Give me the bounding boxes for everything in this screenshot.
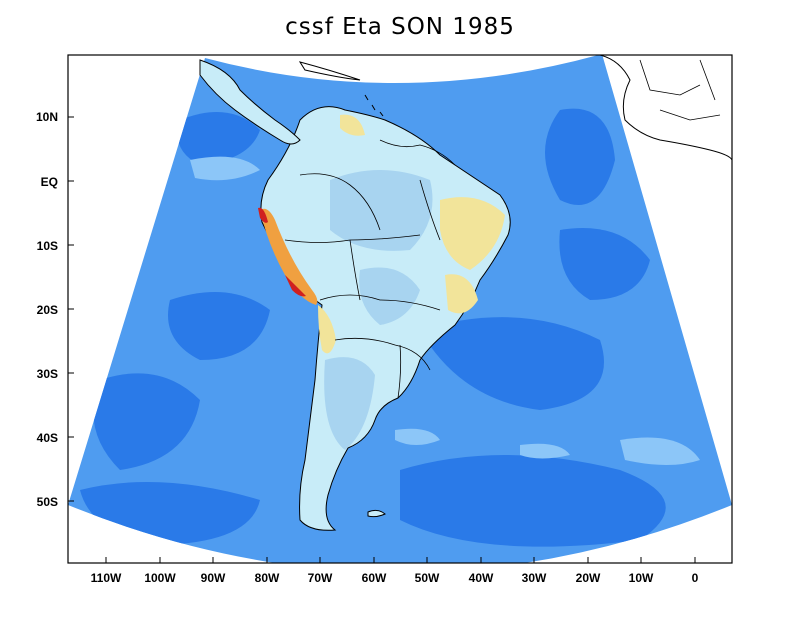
ocean-light-patch: [620, 437, 700, 465]
ocean-dark-patch: [177, 112, 260, 165]
ocean-light-patch: [520, 443, 570, 459]
lon-tick-label: 30W: [522, 571, 547, 585]
ocean-dark-patch: [400, 455, 666, 547]
northeast-brazil-high: [440, 197, 505, 270]
lon-tick-label: 90W: [201, 571, 226, 585]
interior-region: [359, 267, 420, 325]
lat-tick-label: 10S: [37, 239, 58, 253]
chile-coast-high: [318, 305, 336, 354]
peru-coast-high: [260, 208, 318, 305]
africa-borders: [639, 59, 721, 121]
ocean-dark-patch: [420, 317, 604, 410]
lat-tick-label: 10N: [36, 110, 58, 124]
central-america: [199, 59, 384, 145]
central-america-land: [199, 59, 301, 145]
south-cone-region: [324, 357, 375, 450]
ocean-dark-patch: [93, 373, 200, 470]
lat-tick-label: 30S: [37, 367, 58, 381]
lat-tick-label: 40S: [37, 431, 58, 445]
lat-tick-label: 20S: [37, 303, 58, 317]
peru-coast-max: [258, 207, 268, 223]
lon-tick-label: 70W: [308, 571, 333, 585]
lon-tick-label: 40W: [469, 571, 494, 585]
lon-tick-label: 80W: [255, 571, 280, 585]
lon-tick-label: 10W: [629, 571, 654, 585]
ocean-dark-patch: [559, 228, 650, 300]
lat-tick-label: EQ: [41, 175, 58, 189]
lon-tick-label: 50W: [415, 571, 440, 585]
ocean-light-patch: [190, 156, 260, 181]
lon-tick-label: 0: [692, 571, 699, 585]
south-america: [258, 106, 511, 531]
lon-tick-label: 100W: [144, 571, 176, 585]
map-title: cssf Eta SON 1985: [285, 14, 515, 40]
ocean-dark-patch: [545, 108, 615, 205]
caribbean-islands: [364, 94, 384, 117]
lon-tick-label: 60W: [362, 571, 387, 585]
ocean-dark-patch: [168, 292, 270, 360]
cuba-outline: [298, 61, 361, 81]
peru-coast-max: [285, 275, 306, 297]
brazil-highland-high: [445, 274, 478, 314]
lon-tick-label: 20W: [576, 571, 601, 585]
africa-coastline: [599, 55, 732, 161]
africa: [599, 55, 732, 161]
country-borders: [284, 139, 456, 399]
ocean-light-patch: [395, 428, 440, 445]
venezuela-high: [340, 114, 365, 136]
falkland-islands: [367, 509, 386, 518]
latitude-axis: 10N EQ 10S 20S 30S 40S 50S: [36, 110, 74, 509]
lat-tick-label: 50S: [37, 495, 58, 509]
lon-tick-label: 110W: [91, 571, 122, 585]
longitude-axis: 110W 100W 90W 80W 70W 60W 50W 40W 30W 20…: [91, 557, 699, 585]
